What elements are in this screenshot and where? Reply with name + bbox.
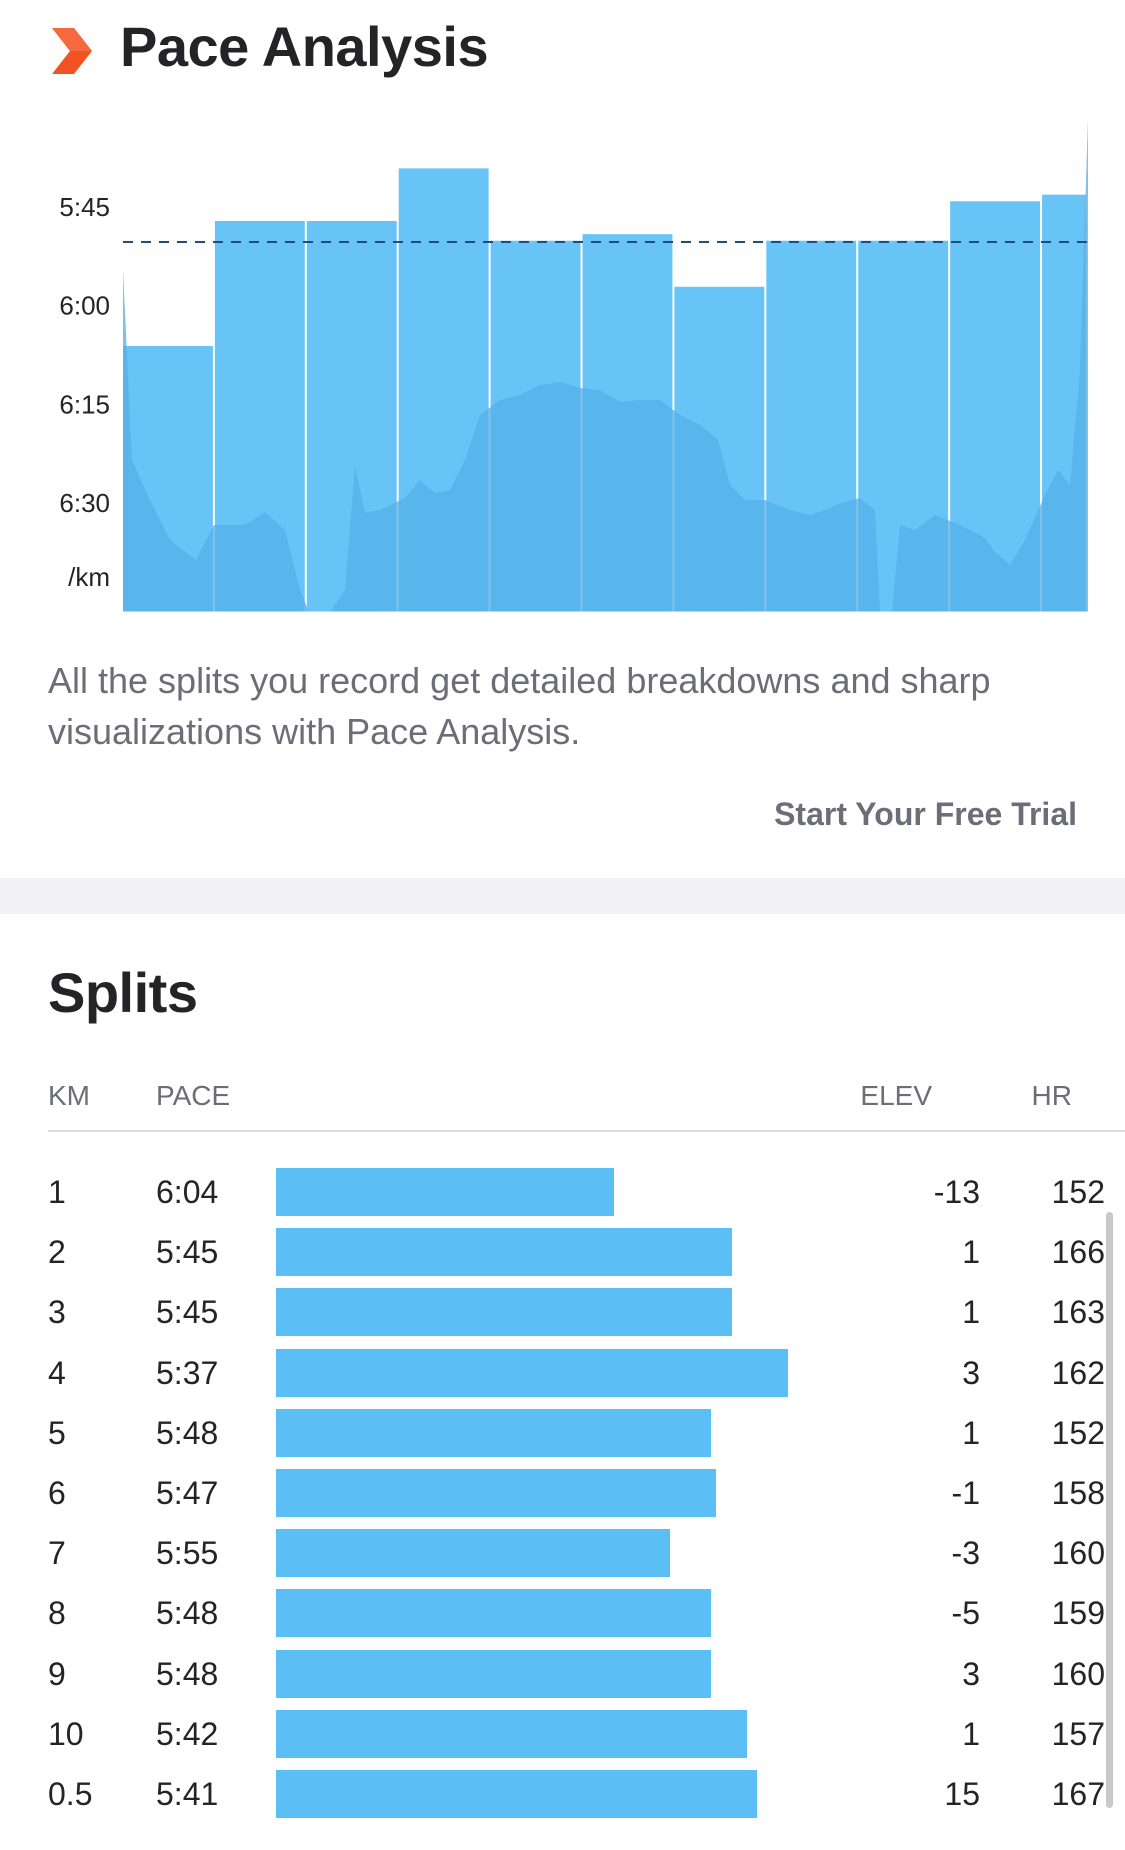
split-pace: 5:45 bbox=[156, 1294, 219, 1331]
split-pace-bar bbox=[276, 1168, 614, 1216]
split-km: 1 bbox=[48, 1174, 66, 1210]
y-unit-label: /km bbox=[68, 562, 110, 592]
splits-table-header: KM PACE ELEV HR bbox=[48, 1074, 1125, 1132]
split-hr: 167 bbox=[1051, 1776, 1105, 1812]
split-pace-bar bbox=[276, 1709, 747, 1758]
y-tick-label: 6:15 bbox=[59, 389, 110, 419]
split-pace: 5:48 bbox=[156, 1414, 219, 1451]
split-km: 9 bbox=[48, 1655, 66, 1692]
chevron-right-icon bbox=[52, 28, 92, 74]
split-hr: 160 bbox=[1051, 1655, 1105, 1692]
split-km: 3 bbox=[48, 1294, 66, 1331]
pace-bar-10 bbox=[950, 201, 1041, 612]
split-row: 10 5:42 1 157 bbox=[48, 1708, 1105, 1768]
split-elev: 1 bbox=[962, 1715, 980, 1752]
split-hr: 157 bbox=[1051, 1715, 1105, 1752]
page-title: Pace Analysis bbox=[120, 15, 489, 78]
split-pace-bar bbox=[276, 1589, 711, 1638]
split-pace: 5:45 bbox=[156, 1234, 219, 1271]
split-elev: -3 bbox=[951, 1535, 980, 1572]
split-pace-bar bbox=[276, 1649, 711, 1698]
split-elev: -5 bbox=[951, 1595, 980, 1632]
split-km: 4 bbox=[48, 1354, 66, 1391]
pace-bar-3 bbox=[306, 221, 397, 612]
split-km: 5 bbox=[48, 1414, 66, 1451]
column-header-pace: PACE bbox=[156, 1080, 231, 1111]
column-header-elev: ELEV bbox=[860, 1080, 932, 1111]
split-hr: 152 bbox=[1051, 1414, 1105, 1451]
split-elev: 3 bbox=[962, 1655, 980, 1692]
split-elev: 3 bbox=[962, 1354, 980, 1391]
y-tick-label: 6:30 bbox=[59, 488, 110, 518]
split-pace: 5:42 bbox=[156, 1715, 219, 1752]
split-hr: 160 bbox=[1051, 1535, 1105, 1572]
y-tick-label: 5:45 bbox=[59, 192, 110, 222]
split-row: 9 5:48 3 160 bbox=[48, 1648, 1105, 1708]
column-header-hr: HR bbox=[1031, 1080, 1072, 1111]
split-pace: 6:04 bbox=[156, 1174, 219, 1210]
split-elev: -13 bbox=[933, 1174, 980, 1210]
split-pace-bar bbox=[276, 1469, 716, 1517]
split-row: 7 5:55 -3 160 bbox=[48, 1527, 1105, 1587]
promo-text: All the splits you record get detailed b… bbox=[48, 660, 991, 752]
pace-bar-7 bbox=[674, 286, 765, 612]
split-row: 6 5:47 -1 158 bbox=[48, 1467, 1105, 1527]
split-row: 4 5:37 3 162 bbox=[48, 1347, 1105, 1407]
split-hr: 166 bbox=[1051, 1234, 1105, 1271]
split-elev: 1 bbox=[962, 1294, 980, 1331]
split-hr: 159 bbox=[1051, 1595, 1105, 1632]
split-pace-bar bbox=[276, 1529, 670, 1578]
split-pace: 5:48 bbox=[156, 1655, 219, 1692]
split-hr: 162 bbox=[1051, 1354, 1105, 1391]
background-trace-overlay bbox=[123, 120, 1088, 612]
split-row: 1 6:04 -13 152 bbox=[48, 1166, 1105, 1226]
split-pace-bar bbox=[276, 1288, 732, 1337]
split-km: 7 bbox=[48, 1535, 66, 1572]
split-elev: -1 bbox=[951, 1475, 980, 1511]
pace-bar-6 bbox=[582, 234, 673, 612]
splits-title: Splits bbox=[48, 961, 198, 1024]
scrollbar[interactable] bbox=[1106, 1212, 1113, 1808]
pace-bar-8 bbox=[766, 240, 857, 612]
split-row: 0.5 5:41 15 167 bbox=[48, 1768, 1105, 1828]
split-hr: 163 bbox=[1051, 1294, 1105, 1331]
pace-chart-svg: 5:45 6:00 6:15 6:30/km bbox=[59, 120, 1088, 613]
column-header-km: KM bbox=[48, 1080, 90, 1111]
pace-bar-0.5 bbox=[1042, 194, 1086, 612]
start-free-trial-button[interactable]: Start Your Free Trial bbox=[774, 796, 1077, 832]
split-elev: 15 bbox=[944, 1776, 980, 1812]
split-km: 10 bbox=[48, 1715, 84, 1752]
split-pace: 5:55 bbox=[156, 1535, 219, 1572]
split-elev: 1 bbox=[962, 1414, 980, 1451]
split-hr: 158 bbox=[1051, 1475, 1105, 1511]
split-hr: 152 bbox=[1051, 1174, 1105, 1210]
split-row: 2 5:45 1 166 bbox=[48, 1226, 1105, 1286]
pace-analysis-chart: 5:45 6:00 6:15 6:30/km bbox=[0, 120, 1125, 620]
split-km: 0.5 bbox=[48, 1776, 93, 1812]
split-pace: 5:37 bbox=[156, 1354, 219, 1391]
split-pace-bar bbox=[276, 1228, 732, 1277]
split-pace: 5:41 bbox=[156, 1776, 219, 1812]
split-pace: 5:48 bbox=[156, 1595, 219, 1632]
pace-bar-9 bbox=[858, 240, 949, 612]
split-row: 3 5:45 1 163 bbox=[48, 1286, 1105, 1346]
pace-bar-1 bbox=[123, 345, 213, 612]
split-pace: 5:47 bbox=[156, 1475, 219, 1511]
pace-bar-5 bbox=[490, 240, 581, 612]
split-pace-bar bbox=[276, 1408, 711, 1457]
y-tick-label: 6:00 bbox=[59, 291, 110, 321]
pace-bar-2 bbox=[214, 221, 305, 612]
split-pace-bar bbox=[276, 1348, 788, 1397]
split-row: 5 5:48 1 152 bbox=[48, 1407, 1105, 1467]
split-row: 8 5:48 -5 159 bbox=[48, 1587, 1105, 1647]
split-km: 2 bbox=[48, 1234, 66, 1271]
split-km: 6 bbox=[48, 1475, 66, 1511]
section-divider bbox=[0, 878, 1125, 914]
split-elev: 1 bbox=[962, 1234, 980, 1271]
header: Pace Analysis bbox=[0, 0, 1125, 110]
split-pace-bar bbox=[276, 1770, 757, 1818]
split-km: 8 bbox=[48, 1595, 66, 1632]
